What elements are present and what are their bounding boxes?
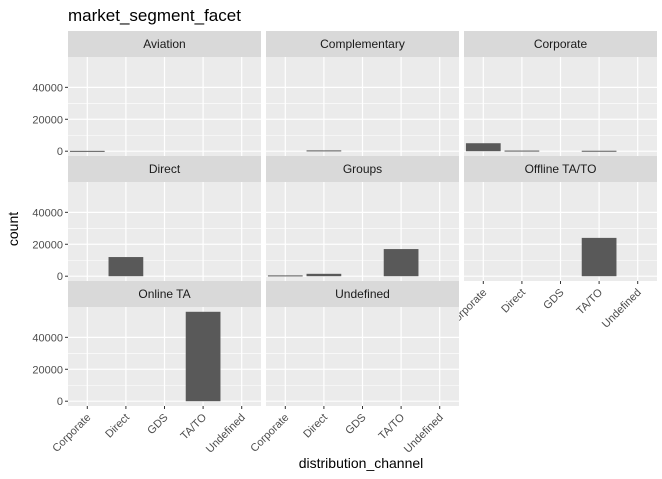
facet-panel: Aviation 0 20000 40000 (32, 31, 261, 158)
facet-strip-label: Aviation (143, 37, 185, 51)
bar (69, 150, 105, 152)
y-tick-label: 40000 (32, 207, 63, 219)
x-tick-label: Undefined (402, 412, 446, 456)
x-tick-label: Direct (499, 287, 528, 316)
x-tick-label: Direct (103, 412, 132, 441)
bar (383, 249, 419, 277)
facet-strip (266, 156, 459, 182)
x-tick-label: Corporate (248, 412, 291, 455)
x-tick-label: GDS (145, 412, 170, 437)
x-tick-label: Direct (301, 412, 330, 441)
facet-panel: Groups (266, 156, 459, 281)
y-tick-label: 0 (57, 146, 63, 158)
facet-strip (68, 281, 261, 307)
facet-panel: Complementary (266, 31, 459, 156)
bar (504, 150, 540, 152)
y-tick-label: 20000 (32, 239, 63, 251)
y-axis-title: count (5, 212, 21, 246)
facet-strip (464, 156, 657, 182)
facet-strip (464, 31, 657, 57)
facet-strip-label: Offline TA/TO (525, 162, 597, 176)
y-tick-label: 20000 (32, 364, 63, 376)
x-tick-label: TA/TO (179, 411, 210, 442)
facet-strip-label: Complementary (320, 37, 405, 51)
y-tick-label: 0 (57, 396, 63, 408)
x-tick-label: Corporate (50, 412, 93, 455)
bar (306, 273, 342, 277)
facet-strip (68, 156, 261, 182)
bar (465, 143, 501, 152)
facet-strip-label: Groups (343, 162, 382, 176)
facet-strip-label: Corporate (534, 37, 588, 51)
bar (267, 275, 303, 277)
x-axis-title: distribution_channel (299, 455, 424, 471)
x-tick-label: GDS (541, 287, 566, 312)
y-tick-label: 0 (57, 271, 63, 283)
x-tick-label: Undefined (600, 287, 644, 331)
x-tick-label: GDS (343, 412, 368, 437)
y-tick-label: 20000 (32, 114, 63, 126)
bar (306, 150, 342, 152)
y-tick-label: 40000 (32, 332, 63, 344)
facet-strip-label: Direct (149, 162, 181, 176)
bar (581, 150, 617, 152)
facet-strip (266, 281, 459, 307)
facet-strip-label: Undefined (335, 287, 390, 301)
facet-panel: Corporate (464, 31, 657, 156)
bar (108, 257, 144, 277)
chart-title: market_segment_facet (68, 6, 241, 25)
x-tick-label: Undefined (204, 412, 248, 456)
facet-strip (266, 31, 459, 57)
facet-grid: Aviation 0 20000 40000 Complementary Corporat… (32, 31, 657, 456)
facet-strip-label: Online TA (138, 287, 190, 301)
facet-strip (68, 31, 261, 57)
bar (185, 311, 221, 402)
x-tick-label: TA/TO (575, 286, 606, 317)
facet-panel: Direct 0 20000 40000 (32, 156, 261, 283)
y-tick-label: 40000 (32, 82, 63, 94)
x-tick-label: TA/TO (377, 411, 408, 442)
facet-panel: Online TA 0 20000 40000 Corporate Direct GDS TA… (32, 281, 261, 456)
bar (581, 237, 617, 277)
